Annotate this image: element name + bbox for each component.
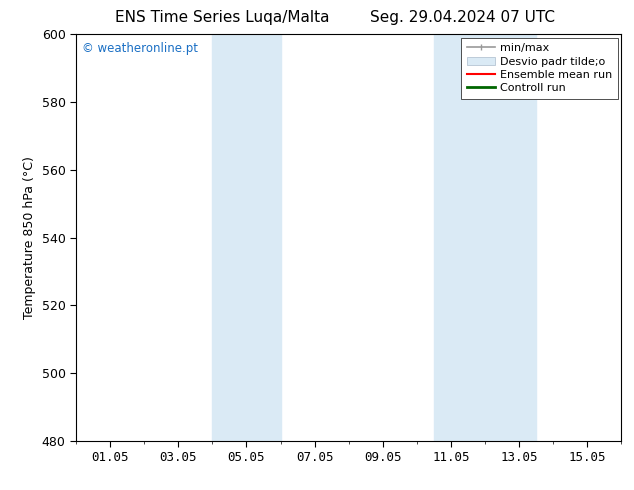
Bar <box>212 34 280 441</box>
Y-axis label: Temperature 850 hPa (°C): Temperature 850 hPa (°C) <box>23 156 36 319</box>
Bar <box>434 34 536 441</box>
Text: ENS Time Series Luqa/Malta: ENS Time Series Luqa/Malta <box>115 10 329 25</box>
Legend: min/max, Desvio padr tilde;o, Ensemble mean run, Controll run: min/max, Desvio padr tilde;o, Ensemble m… <box>462 38 618 99</box>
Text: © weatheronline.pt: © weatheronline.pt <box>82 43 198 55</box>
Text: Seg. 29.04.2024 07 UTC: Seg. 29.04.2024 07 UTC <box>370 10 555 25</box>
